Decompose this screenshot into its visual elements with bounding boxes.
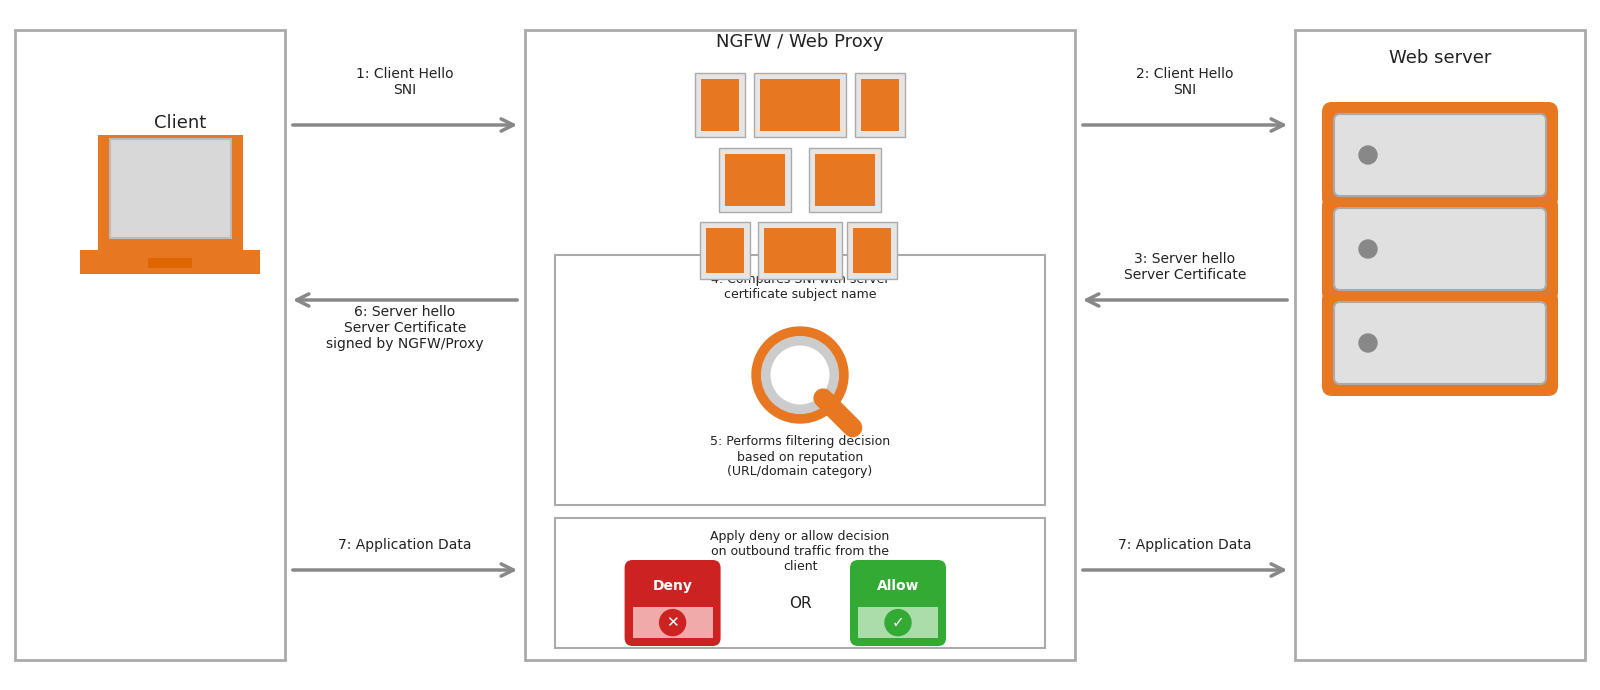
Bar (853, 228, 891, 273)
Bar (765, 228, 835, 273)
Bar (694, 73, 746, 137)
Text: 3: Server hello
Server Certificate: 3: Server hello Server Certificate (1123, 252, 1246, 282)
Text: Apply deny or allow decision
on outbound traffic from the
client: Apply deny or allow decision on outbound… (710, 530, 890, 573)
Bar (525, 30, 1075, 660)
Bar (98, 135, 243, 250)
Text: 5: Performs filtering decision
based on reputation
(URL/domain category): 5: Performs filtering decision based on … (710, 435, 890, 478)
FancyBboxPatch shape (1334, 302, 1546, 384)
Bar (760, 79, 840, 131)
FancyBboxPatch shape (1334, 208, 1546, 290)
Bar (854, 73, 906, 137)
Circle shape (1358, 240, 1378, 258)
Text: 7: Application Data: 7: Application Data (1118, 538, 1251, 552)
Bar (1294, 30, 1586, 660)
Circle shape (752, 327, 848, 423)
Circle shape (771, 346, 829, 404)
Bar (861, 79, 899, 131)
Bar (14, 30, 285, 660)
Bar (725, 154, 786, 206)
Text: Allow: Allow (877, 579, 920, 593)
FancyBboxPatch shape (850, 560, 946, 646)
Text: ✓: ✓ (891, 615, 904, 630)
Bar (701, 79, 739, 131)
Text: 2: Client Hello
SNI: 2: Client Hello SNI (1136, 67, 1234, 97)
Text: NGFW / Web Proxy: NGFW / Web Proxy (717, 33, 883, 51)
Text: 6: Server hello
Server Certificate
signed by NGFW/Proxy: 6: Server hello Server Certificate signe… (326, 305, 483, 351)
Circle shape (1358, 146, 1378, 164)
Text: Client: Client (154, 114, 206, 132)
Text: 1: Client Hello
SNI: 1: Client Hello SNI (357, 67, 454, 97)
Circle shape (659, 609, 686, 635)
Text: 4: Compares SNI with server
certificate subject name: 4: Compares SNI with server certificate … (710, 273, 890, 301)
FancyBboxPatch shape (1334, 114, 1546, 196)
Bar (147, 258, 192, 268)
Bar (632, 568, 712, 607)
Text: 7: Application Data: 7: Application Data (338, 538, 472, 552)
Bar (109, 139, 230, 238)
Bar (701, 221, 750, 279)
Bar (555, 255, 1045, 505)
Bar (858, 568, 938, 607)
Bar (555, 518, 1045, 648)
Text: OR: OR (789, 595, 811, 611)
FancyBboxPatch shape (624, 560, 720, 646)
Text: Deny: Deny (653, 579, 693, 593)
Bar (810, 148, 882, 212)
FancyBboxPatch shape (1322, 102, 1558, 208)
Bar (632, 607, 712, 638)
Bar (80, 250, 259, 274)
Bar (846, 221, 898, 279)
FancyBboxPatch shape (1322, 196, 1558, 302)
FancyBboxPatch shape (1322, 290, 1558, 396)
Circle shape (885, 609, 910, 635)
Text: ✕: ✕ (666, 615, 678, 630)
Bar (718, 148, 790, 212)
Bar (814, 154, 875, 206)
Bar (858, 607, 938, 638)
Bar (758, 221, 842, 279)
Text: Web server: Web server (1389, 49, 1491, 67)
Circle shape (1358, 334, 1378, 352)
Circle shape (762, 337, 838, 413)
Bar (754, 73, 846, 137)
Bar (706, 228, 744, 273)
